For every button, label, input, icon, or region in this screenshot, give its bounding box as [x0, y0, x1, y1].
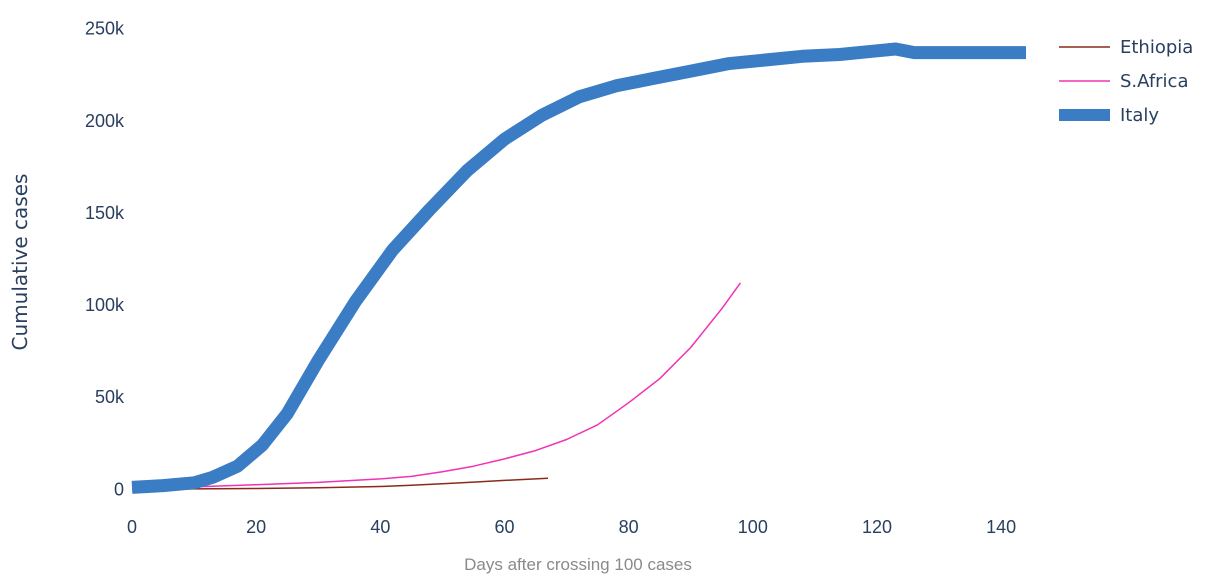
- x-tick-label: 80: [619, 517, 639, 537]
- y-axis: 0 50k 100k 150k 200k 250k: [85, 19, 125, 500]
- y-tick-label: 0: [114, 479, 124, 499]
- x-tick-label: 120: [862, 517, 892, 537]
- x-tick-label: 100: [738, 517, 768, 537]
- legend-item-ethiopia[interactable]: Ethiopia: [1059, 37, 1193, 58]
- x-tick-label: 20: [246, 517, 266, 537]
- series-line-s-africa: [131, 282, 742, 490]
- x-tick-label: 60: [494, 517, 514, 537]
- legend-item-s-africa[interactable]: S.Africa: [1059, 71, 1188, 92]
- series-line-italy: [131, 42, 1026, 494]
- x-axis: 0 20 40 60 80 100 120 140: [127, 517, 1016, 537]
- y-tick-label: 100k: [85, 295, 125, 315]
- series-line-ethiopia: [131, 477, 549, 490]
- x-tick-label: 40: [370, 517, 390, 537]
- y-tick-label: 250k: [85, 19, 125, 39]
- legend-item-italy[interactable]: Italy: [1059, 105, 1159, 126]
- plot-area: [131, 42, 1026, 494]
- x-tick-label: 140: [986, 517, 1016, 537]
- legend-label: S.Africa: [1120, 71, 1188, 92]
- y-tick-label: 200k: [85, 111, 125, 131]
- legend[interactable]: Ethiopia S.Africa Italy: [1059, 37, 1193, 126]
- legend-label: Ethiopia: [1120, 37, 1193, 58]
- y-tick-label: 150k: [85, 203, 125, 223]
- y-tick-label: 50k: [95, 387, 125, 407]
- legend-label: Italy: [1120, 105, 1159, 126]
- x-tick-label: 0: [127, 517, 137, 537]
- y-axis-title: Cumulative cases: [8, 174, 32, 351]
- x-axis-title: Days after crossing 100 cases: [464, 555, 692, 574]
